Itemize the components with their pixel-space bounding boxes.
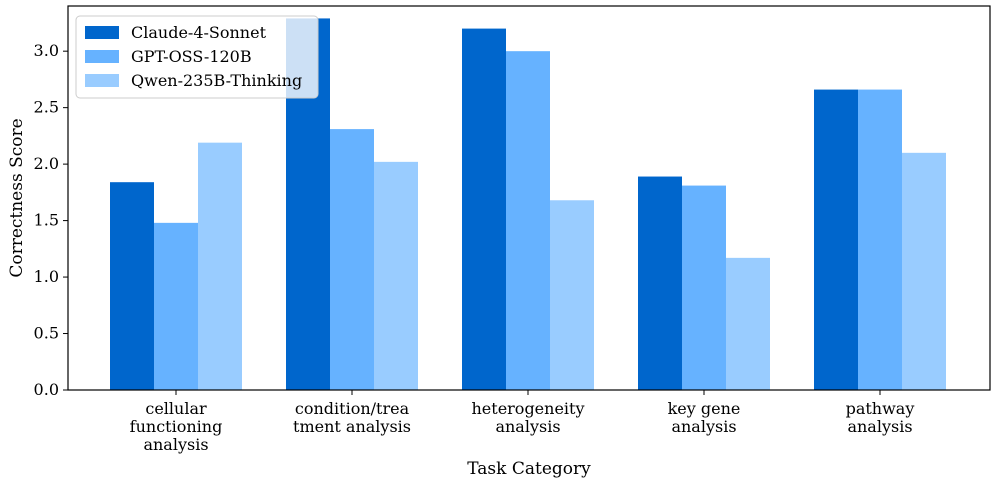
y-axis-label: Correctness Score [7, 118, 27, 277]
bar-claude-4-sonnet-3 [638, 176, 682, 390]
legend-box [75, 15, 319, 99]
bar-claude-4-sonnet-4 [814, 89, 858, 390]
y-axis-ticks: 0.0 0.5 1.0 1.5 2.0 2.5 3.0 [34, 41, 68, 399]
bars-group [110, 18, 946, 391]
bar-qwen-235b-thinking-4 [902, 152, 946, 390]
y-tick-label: 2.5 [34, 98, 59, 117]
legend-label: Qwen-235B-Thinking [131, 71, 302, 90]
y-tick-label: 1.0 [34, 267, 59, 286]
x-tick-label: heterogeneity analysis [471, 399, 584, 436]
legend-label: GPT-OSS-120B [131, 47, 252, 66]
y-tick-label: 2.0 [34, 154, 59, 173]
bar-qwen-235b-thinking-3 [726, 257, 770, 390]
bar-gpt-oss-120b-4 [858, 89, 902, 390]
y-tick-label: 3.0 [34, 41, 59, 60]
x-tick-label: cellular functioning analysis [130, 399, 223, 454]
y-tick-label: 0.0 [34, 380, 59, 399]
x-axis-ticks: cellular functioning analysis condition/tre… [130, 390, 915, 454]
bar-claude-4-sonnet-0 [110, 182, 154, 390]
legend: Claude-4-Sonnet GPT-OSS-120B Qwen-235B-Thi… [75, 15, 319, 99]
legend-swatch [85, 74, 119, 87]
bar-qwen-235b-thinking-0 [198, 142, 242, 390]
x-tick-label: pathway analysis [846, 399, 915, 436]
plot-area-frame [67, 5, 991, 391]
bar-gpt-oss-120b-1 [330, 129, 374, 390]
bar-gpt-oss-120b-2 [506, 51, 550, 390]
bar-qwen-235b-thinking-2 [550, 200, 594, 390]
bar-gpt-oss-120b-3 [682, 185, 726, 390]
bar-qwen-235b-thinking-1 [374, 161, 418, 390]
x-tick-label: condition/trea tment analysis [293, 399, 411, 436]
bar-gpt-oss-120b-0 [154, 222, 198, 390]
y-tick-label: 0.5 [34, 324, 59, 343]
y-tick-label: 1.5 [34, 211, 59, 230]
legend-swatch [85, 50, 119, 63]
x-tick-label: key gene analysis [668, 399, 741, 436]
legend-label: Claude-4-Sonnet [131, 23, 267, 42]
x-axis-label: Task Category [467, 459, 591, 479]
bar-claude-4-sonnet-2 [462, 28, 506, 391]
legend-swatch [85, 26, 119, 39]
